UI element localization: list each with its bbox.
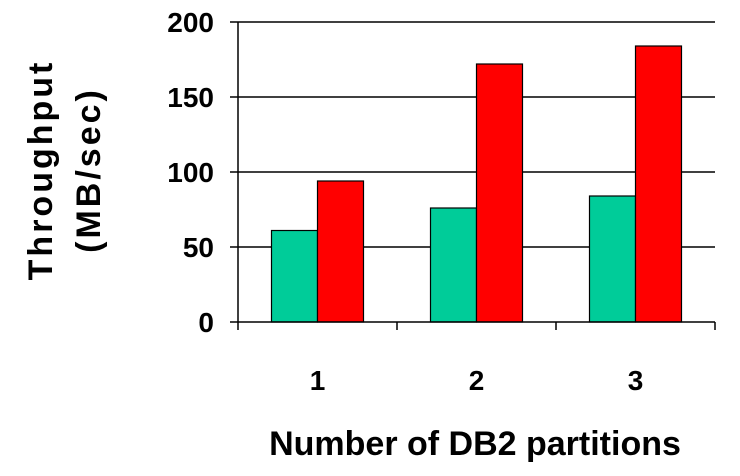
y-tick-label: 0 (198, 307, 214, 338)
x-axis-title: Number of DB2 partitions (269, 425, 681, 463)
y-tick-label: 150 (167, 82, 214, 113)
x-tick-label: 1 (310, 365, 326, 396)
y-tick-label: 200 (167, 7, 214, 38)
x-tick-label: 3 (628, 365, 644, 396)
y-axis-title: Throughput (MB/sec) (22, 60, 108, 281)
axes (230, 21, 716, 330)
bars (270, 45, 683, 323)
tick-labels: 0 50 100 150 200 1 2 3 (167, 7, 643, 396)
x-tick-label: 2 (469, 365, 485, 396)
y-tick-label: 100 (167, 157, 214, 188)
bar-series-1-cat-1 (270, 229, 319, 323)
bar-series-1-cat-3 (588, 195, 637, 323)
y-axis-title-line-2: (MB/sec) (70, 87, 108, 253)
bar-series-2-cat-3 (634, 45, 683, 323)
y-axis-title-line-1: Throughput (22, 60, 60, 281)
bar-series-2-cat-1 (316, 180, 365, 323)
y-tick-label: 50 (183, 232, 214, 263)
bar-series-2-cat-2 (475, 63, 524, 323)
bar-series-1-cat-2 (429, 207, 478, 323)
